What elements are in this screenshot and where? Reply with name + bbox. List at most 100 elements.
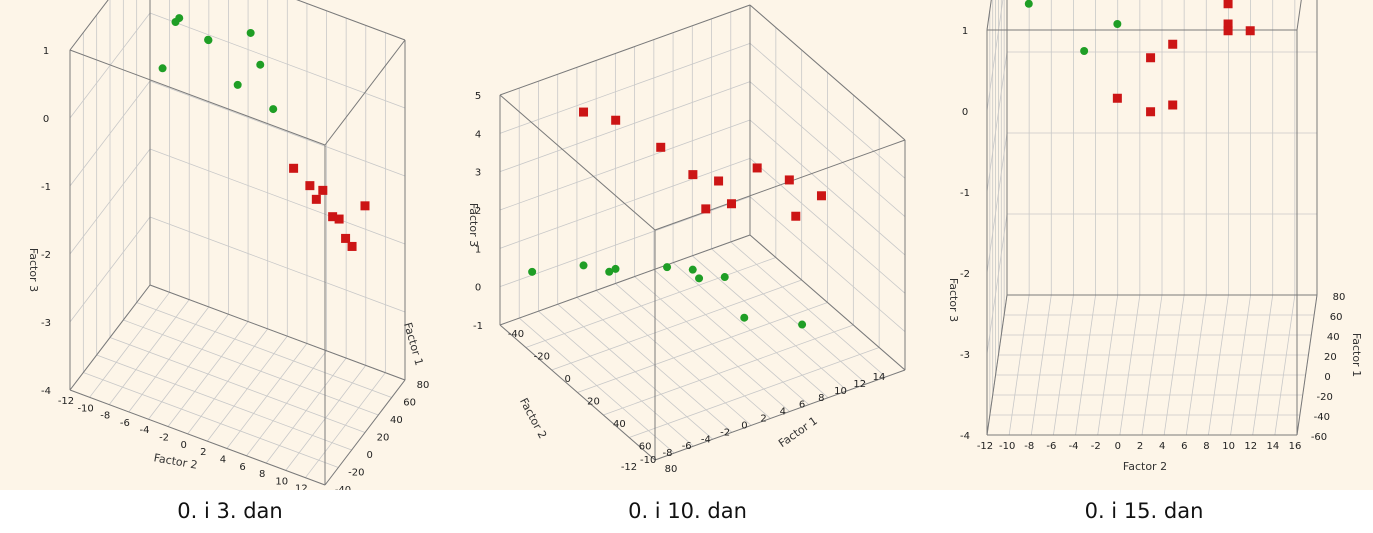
z-tick-label: -4 bbox=[41, 386, 51, 397]
grid-line bbox=[109, 337, 366, 433]
grid-line bbox=[711, 248, 867, 385]
y-tick-label: 0 bbox=[1324, 372, 1330, 383]
grid-line bbox=[69, 216, 151, 323]
grid-line bbox=[1185, 294, 1207, 436]
green-point bbox=[695, 274, 704, 283]
grid-line bbox=[149, 148, 406, 245]
grid-line bbox=[149, 12, 406, 109]
red-point bbox=[816, 191, 826, 201]
red-point bbox=[1223, 26, 1233, 36]
y-tick-label: -8 bbox=[662, 448, 672, 459]
y-tick-label: -6 bbox=[682, 441, 692, 452]
green-point bbox=[269, 105, 278, 114]
x-tick-label: 60 bbox=[639, 442, 652, 453]
green-point bbox=[1113, 20, 1122, 28]
grid-line bbox=[577, 302, 828, 393]
grid-line bbox=[749, 158, 906, 294]
grid-line bbox=[136, 302, 392, 398]
grid-line bbox=[629, 347, 880, 438]
grid-line bbox=[749, 81, 906, 217]
grid-line bbox=[1008, 294, 1030, 436]
x-tick-label: -12 bbox=[58, 396, 74, 407]
z-tick-label: 0 bbox=[962, 107, 968, 118]
scatter3d-panel-day10: -40-20020406080-12-10-8-6-4-202468101214… bbox=[467, 4, 906, 475]
x-tick-label: 12 bbox=[295, 484, 308, 490]
grid-line bbox=[499, 119, 751, 211]
box-edge bbox=[324, 39, 406, 146]
y-tick-label: -40 bbox=[335, 485, 351, 490]
grid-line bbox=[69, 80, 151, 187]
x-tick-label: -8 bbox=[100, 411, 110, 422]
x-tick-label: 10 bbox=[275, 476, 288, 487]
scatter3d-panel-day15: -12 -10 -8 -6 -4 -2 0 2 4 6 8 10 12 14 16-60-40-200204… bbox=[947, 0, 1363, 473]
grid-line bbox=[692, 255, 848, 392]
grid-line bbox=[1030, 294, 1052, 436]
grid-line bbox=[749, 119, 906, 256]
green-point bbox=[158, 64, 167, 73]
grid-line bbox=[730, 241, 887, 378]
green-point bbox=[688, 265, 697, 274]
box-edge bbox=[986, 294, 1008, 436]
green-point bbox=[256, 60, 265, 69]
green-point bbox=[171, 18, 180, 27]
box-edge bbox=[986, 0, 992, 31]
y-tick-label: 40 bbox=[390, 415, 403, 426]
grid-line bbox=[499, 42, 751, 134]
box-edge bbox=[1296, 0, 1302, 31]
box-edge bbox=[149, 284, 406, 381]
y-tick-label: -4 bbox=[701, 434, 711, 445]
green-point bbox=[1024, 0, 1033, 8]
z-tick-label: 2 bbox=[475, 206, 481, 217]
x-tick-label: 40 bbox=[613, 419, 626, 430]
y-tick-label: 10 bbox=[834, 386, 847, 397]
red-point bbox=[726, 199, 736, 209]
box-edge bbox=[324, 379, 406, 486]
x-tick-label: 2 bbox=[1137, 441, 1143, 452]
grid-line bbox=[1053, 294, 1074, 436]
grid-line bbox=[1208, 294, 1229, 436]
red-point bbox=[1146, 107, 1156, 117]
y-tick-label: -40 bbox=[1314, 412, 1330, 423]
y-tick-label: 6 bbox=[799, 400, 805, 411]
y-tick-label: 4 bbox=[780, 407, 786, 418]
red-point bbox=[579, 107, 589, 117]
x-axis-title: Factor 2 bbox=[153, 451, 199, 471]
y-tick-label: -60 bbox=[1311, 432, 1327, 443]
red-point bbox=[1146, 53, 1156, 63]
x-tick-label: 80 bbox=[665, 464, 678, 475]
scatter3d-panel-day3: -12-10-8-6-4-202468101214-40-20020406080… bbox=[27, 0, 429, 490]
x-tick-label: 0 bbox=[564, 374, 570, 385]
grid-line bbox=[1252, 294, 1274, 436]
red-point bbox=[611, 115, 621, 125]
green-point bbox=[663, 263, 672, 272]
green-point bbox=[611, 264, 620, 273]
green-point bbox=[204, 36, 213, 45]
grid-line bbox=[672, 262, 829, 398]
caption-day3: 0. i 3. dan bbox=[177, 499, 283, 523]
x-tick-label: -10 bbox=[999, 441, 1015, 452]
z-tick-label: -3 bbox=[41, 318, 51, 329]
box-edge bbox=[749, 4, 906, 141]
red-point bbox=[360, 201, 370, 211]
grid-line bbox=[986, 51, 1008, 193]
red-point bbox=[311, 194, 321, 204]
caption-day15: 0. i 15. dan bbox=[1084, 499, 1204, 523]
z-axis-title: Factor 3 bbox=[27, 248, 40, 292]
red-point bbox=[1245, 26, 1255, 36]
x-tick-label: 0 bbox=[1115, 441, 1121, 452]
box-edge bbox=[499, 4, 751, 96]
grid-line bbox=[499, 81, 751, 173]
x-tick-label: -2 bbox=[1091, 441, 1101, 452]
green-point bbox=[720, 273, 729, 282]
z-tick-label: -1 bbox=[960, 188, 970, 199]
red-point bbox=[1112, 93, 1122, 103]
green-point bbox=[1080, 47, 1089, 55]
y-tick-label: 60 bbox=[403, 398, 416, 409]
x-tick-label: 12 bbox=[1244, 441, 1257, 452]
x-tick-label: 8 bbox=[259, 469, 265, 480]
grid-line bbox=[557, 303, 713, 440]
box-edge bbox=[749, 234, 906, 371]
green-point bbox=[579, 261, 588, 270]
y-tick-label: 0 bbox=[366, 450, 372, 461]
z-tick-label: 4 bbox=[475, 129, 481, 140]
